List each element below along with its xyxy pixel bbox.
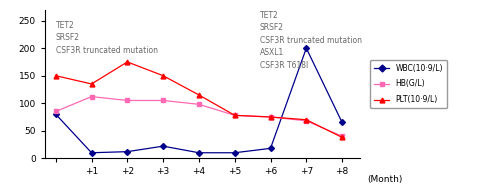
Text: (Month): (Month)	[367, 175, 402, 184]
Text: TET2
SRSF2
CSF3R truncated mutation
ASXL1
CSF3R T618I: TET2 SRSF2 CSF3R truncated mutation ASXL…	[260, 11, 362, 70]
Legend: WBC(10·9/L), HB(G/L), PLT(10·9/L): WBC(10·9/L), HB(G/L), PLT(10·9/L)	[370, 60, 446, 108]
Text: TET2
SRSF2
CSF3R truncated mutation: TET2 SRSF2 CSF3R truncated mutation	[56, 21, 158, 55]
